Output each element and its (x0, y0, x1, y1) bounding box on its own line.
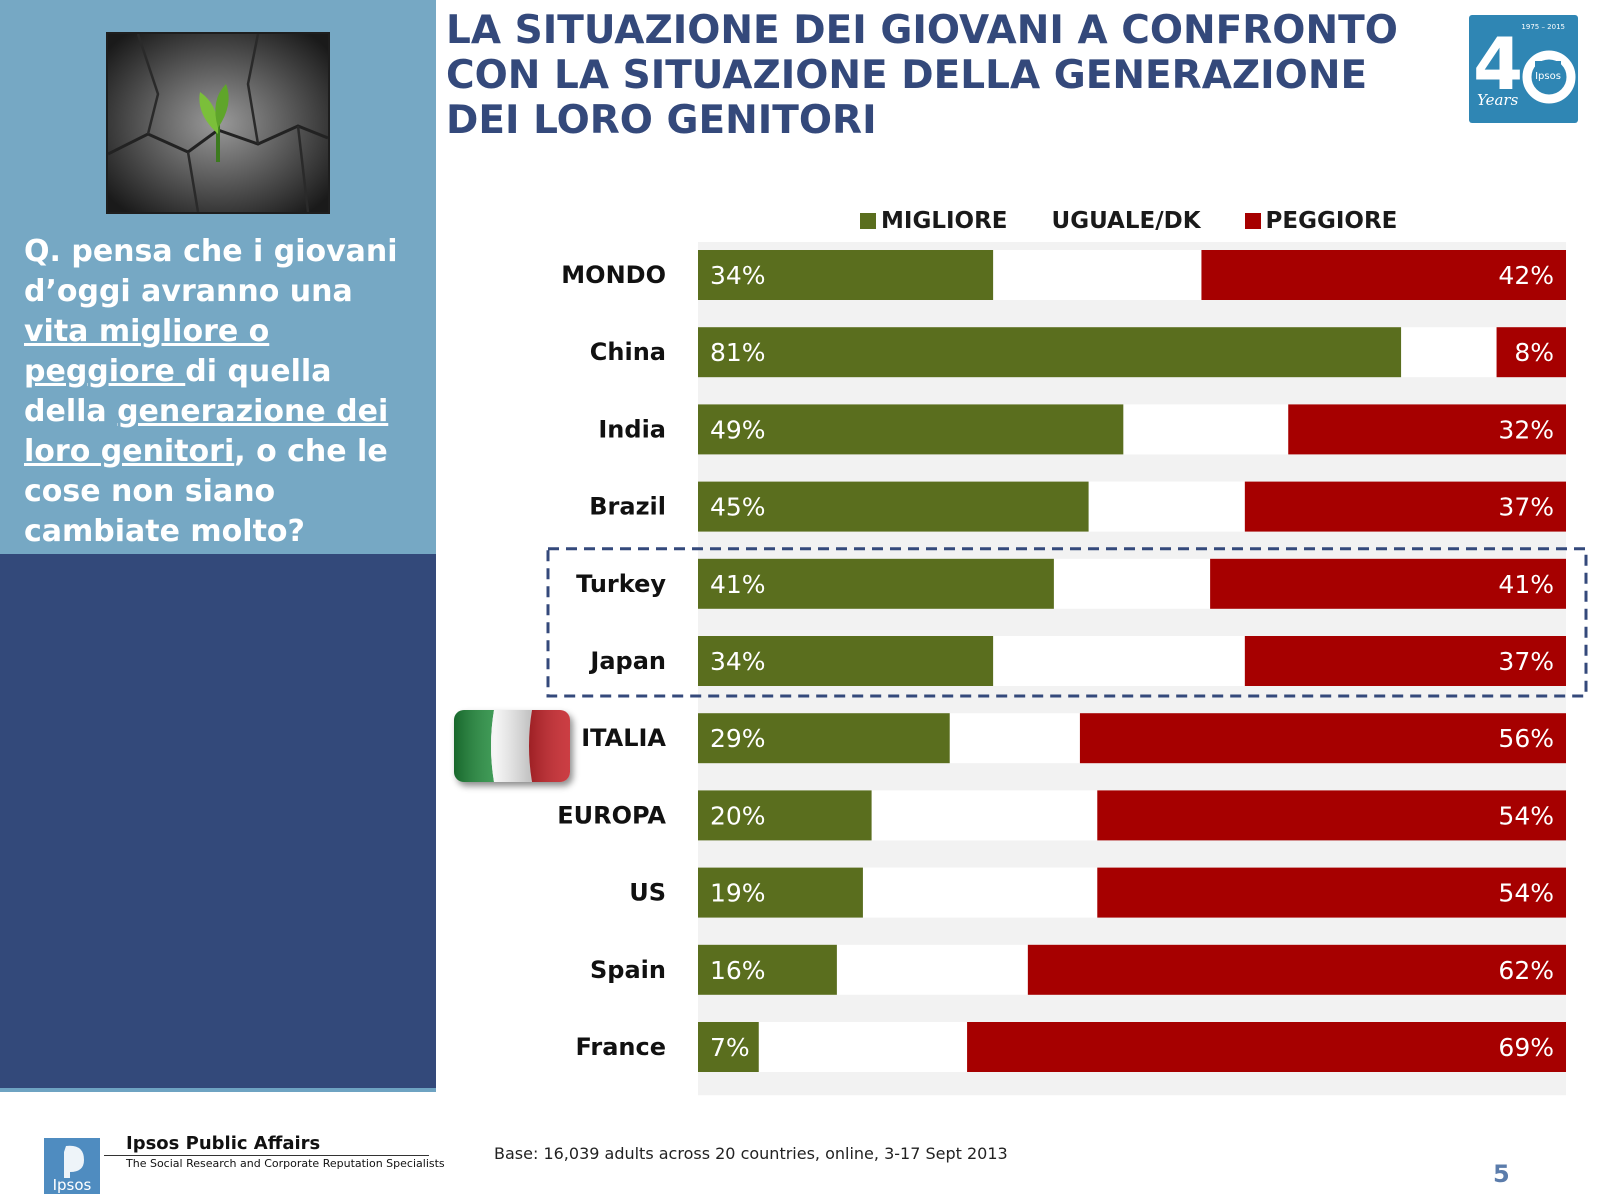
bar-peggiore-europa (1097, 790, 1566, 841)
bar-peggiore-japan (1244, 636, 1566, 686)
label-migliore-brazil: 45% (710, 493, 766, 522)
label-migliore-us: 19% (710, 879, 766, 908)
legend-item-uguale: UGUALE/DK (1052, 208, 1201, 234)
question-underlined-2: generazione dei loro genitori (24, 394, 389, 469)
bar-migliore-france (698, 1022, 759, 1072)
label-peggiore-china: 8% (1514, 338, 1554, 367)
base-note: Base: 16,039 adults across 20 countries,… (494, 1144, 1008, 1163)
bar-migliore-mondo (698, 250, 994, 300)
category-label-france: France (576, 1033, 666, 1061)
label-migliore-japan: 34% (710, 647, 766, 676)
bar-migliore-japan (698, 636, 994, 686)
left-panel-bottom (0, 554, 436, 1092)
label-peggiore-india: 32% (1498, 415, 1554, 444)
bar-migliore-spain (698, 944, 837, 995)
logo-years-range: 1975 – 2015 (1521, 23, 1565, 31)
ipsos-logo-icon: Ipsos (44, 1138, 100, 1194)
bar-peggiore-france (967, 1022, 1566, 1072)
label-migliore-mondo: 34% (710, 261, 766, 290)
seedling-photo (106, 32, 330, 214)
ipsos-40-years-logo: 1975 – 2015 4 Ipsos Years (1469, 15, 1578, 123)
question-text-1: Q. pensa che i giovani d’oggi avranno un… (24, 234, 398, 309)
footer-brand-tagline: The Social Research and Corporate Reputa… (126, 1157, 445, 1170)
legend-label-migliore: MIGLIORE (881, 208, 1008, 234)
label-migliore-china: 81% (710, 338, 766, 367)
label-peggiore-brazil: 37% (1498, 493, 1554, 522)
label-peggiore-france: 69% (1498, 1033, 1554, 1062)
legend-item-migliore: MIGLIORE (860, 208, 1008, 234)
survey-question: Q. pensa che i giovani d’oggi avranno un… (24, 232, 424, 552)
question-text-3: , o che le cose non siano cambiate molto… (24, 434, 388, 549)
label-migliore-europa: 20% (710, 801, 766, 830)
bar-migliore-india (698, 404, 1124, 455)
category-label-europa: EUROPA (557, 801, 666, 829)
logo-years-script: Years (1477, 91, 1519, 109)
label-peggiore-mondo: 42% (1498, 261, 1554, 290)
logo-forty-digit: 4 (1473, 22, 1523, 106)
bar-migliore-china (698, 327, 1402, 378)
label-migliore-spain: 16% (710, 956, 766, 985)
label-peggiore-turkey: 41% (1498, 570, 1554, 599)
bar-peggiore-italia (1079, 713, 1566, 764)
logo-brand: Ipsos (1535, 71, 1561, 82)
label-peggiore-us: 54% (1498, 879, 1554, 908)
italy-flag-icon (454, 710, 570, 782)
category-label-japan: Japan (588, 647, 666, 675)
bar-peggiore-us (1097, 867, 1566, 918)
footer-brand-divider (104, 1155, 429, 1156)
question-text-2: di quella della (24, 354, 332, 429)
bar-migliore-us (698, 867, 863, 918)
legend-item-peggiore: PEGGIORE (1244, 208, 1398, 234)
category-label-mondo: MONDO (561, 261, 666, 289)
label-peggiore-japan: 37% (1498, 647, 1554, 676)
legend-label-peggiore: PEGGIORE (1265, 208, 1398, 234)
label-migliore-france: 7% (710, 1033, 750, 1062)
category-label-spain: Spain (590, 956, 666, 984)
bar-peggiore-china (1496, 327, 1566, 378)
legend-label-uguale: UGUALE/DK (1051, 208, 1201, 234)
label-peggiore-europa: 54% (1498, 801, 1554, 830)
bar-migliore-europa (698, 790, 872, 841)
label-peggiore-italia: 56% (1498, 724, 1554, 753)
ipsos-logo-text: Ipsos (53, 1176, 92, 1194)
legend-swatch-peggiore (1244, 213, 1261, 229)
category-label-turkey: Turkey (576, 570, 666, 598)
label-migliore-italia: 29% (710, 724, 766, 753)
bar-peggiore-spain (1027, 944, 1566, 995)
category-label-us: US (629, 879, 666, 907)
page-number: 5 (1493, 1160, 1510, 1188)
bar-migliore-turkey (698, 558, 1054, 609)
label-migliore-turkey: 41% (710, 570, 766, 599)
category-label-india: India (598, 415, 666, 443)
category-label-china: China (590, 338, 666, 366)
label-peggiore-spain: 62% (1498, 956, 1554, 985)
bar-migliore-brazil (698, 481, 1089, 532)
legend-swatch-migliore (860, 213, 876, 229)
label-migliore-india: 49% (710, 415, 766, 444)
bar-peggiore-brazil (1244, 481, 1566, 532)
question-underlined-1: vita migliore o peggiore (24, 314, 270, 389)
page-title: LA SITUAZIONE DEI GIOVANI A CONFRONTO CO… (446, 8, 1398, 143)
bar-peggiore-turkey (1210, 558, 1566, 609)
category-label-italia: ITALIA (581, 724, 666, 752)
bar-peggiore-india (1288, 404, 1566, 455)
chart-legend: MIGLIORE UGUALE/DK PEGGIORE (860, 206, 1441, 236)
footer-brand-name: Ipsos Public Affairs (126, 1133, 321, 1154)
category-label-brazil: Brazil (589, 493, 666, 521)
bar-migliore-italia (698, 713, 950, 764)
bar-peggiore-mondo (1201, 250, 1566, 300)
highlight-box (546, 547, 1588, 698)
